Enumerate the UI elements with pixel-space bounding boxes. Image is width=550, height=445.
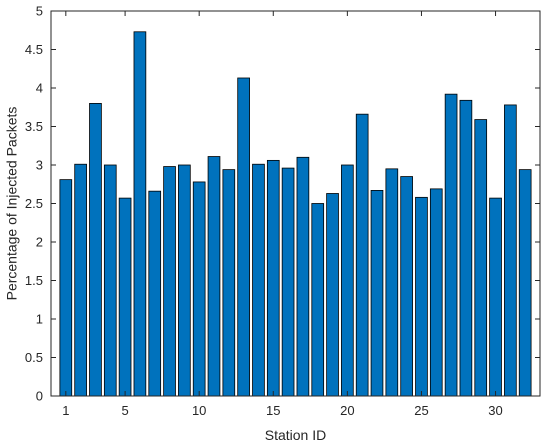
bar-station-13 [237, 77, 250, 397]
y-tick-label: 4 [36, 81, 43, 96]
bar-station-4 [103, 164, 117, 397]
plot-area-border [50, 10, 541, 397]
bar-station-3 [89, 103, 102, 397]
y-tick-label: 2 [36, 235, 43, 250]
bar-station-6 [133, 31, 147, 397]
x-tick-label: 20 [340, 403, 354, 418]
x-tick-label: 30 [488, 403, 502, 418]
bar-station-31 [504, 104, 517, 397]
bar-station-14 [252, 163, 265, 397]
bar-station-21 [355, 113, 369, 397]
bar-station-29 [474, 119, 488, 397]
bar-station-8 [163, 166, 176, 397]
bar-station-11 [207, 156, 221, 397]
bar-station-17 [296, 156, 310, 397]
bar-station-20 [341, 164, 354, 397]
y-tick-label: 2.5 [25, 196, 43, 211]
bar-station-2 [74, 163, 87, 397]
bar-station-18 [311, 203, 325, 397]
y-tick-label: 0 [36, 389, 43, 404]
bar-station-32 [518, 169, 532, 397]
bar-station-24 [400, 176, 413, 397]
y-tick-label: 4.5 [25, 42, 43, 57]
bar-station-19 [326, 193, 339, 397]
x-tick-label: 1 [62, 403, 69, 418]
bar-station-30 [489, 197, 502, 397]
bar-station-5 [118, 197, 132, 397]
y-tick-label: 3.5 [25, 119, 43, 134]
x-tick-label: 25 [414, 403, 428, 418]
bar-station-28 [459, 99, 473, 397]
bar-station-25 [415, 196, 428, 397]
bar-station-1 [59, 179, 73, 397]
bar-station-10 [192, 181, 206, 397]
bar-station-23 [385, 168, 399, 397]
x-tick-label: 5 [121, 403, 128, 418]
bar-station-27 [444, 93, 458, 397]
y-tick-label: 1.5 [25, 273, 43, 288]
bar-station-16 [281, 167, 295, 397]
bar-station-12 [222, 169, 236, 397]
x-axis-label: Station ID [265, 427, 326, 443]
x-tick-label: 15 [266, 403, 280, 418]
bar-station-15 [266, 159, 280, 397]
y-tick-label: 0.5 [25, 350, 43, 365]
bar-station-26 [429, 188, 443, 397]
bar-station-9 [178, 164, 191, 397]
bar-station-22 [370, 190, 384, 397]
y-tick-label: 5 [36, 4, 43, 19]
y-axis-label: Percentage of Injected Packets [4, 107, 20, 301]
y-axis-ticks: 0 0.5 1 1.5 2 2.5 3 3.5 4 4.5 5 [25, 4, 540, 404]
x-tick-label: 10 [192, 403, 206, 418]
bar-station-7 [148, 190, 162, 397]
y-tick-label: 3 [36, 158, 43, 173]
x-axis-ticks: 1 5 10 15 20 25 30 [62, 11, 503, 418]
y-tick-label: 1 [36, 312, 43, 327]
